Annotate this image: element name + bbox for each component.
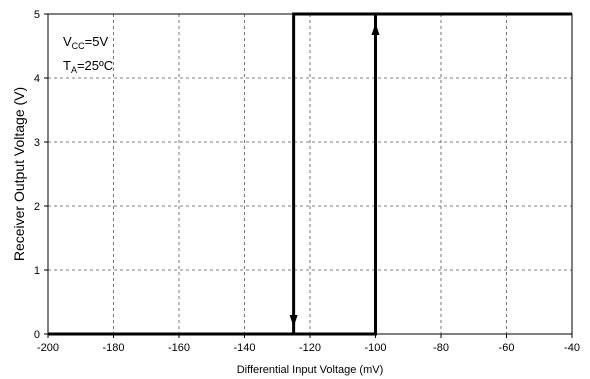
x-tick-label: -160 — [168, 342, 190, 354]
ta-annotation-sub: A — [71, 65, 77, 75]
x-tick-label: -100 — [364, 342, 386, 354]
vcc-annotation-rest: =5V — [85, 34, 109, 49]
y-tick-label: 0 — [34, 329, 40, 341]
x-tick-label: -40 — [564, 342, 580, 354]
ta-annotation-rest: =25ºC — [77, 58, 113, 73]
ta-annotation-main: T — [63, 58, 71, 73]
x-tick-label: -180 — [102, 342, 124, 354]
x-tick-label: -120 — [299, 342, 321, 354]
x-tick-label: -80 — [433, 342, 449, 354]
up-arrow-icon — [371, 23, 380, 35]
x-tick-label: -140 — [233, 342, 255, 354]
ta-annotation: TA=25ºC — [63, 58, 113, 75]
ticks: -200 -180 -160 -140 -120 -100 -80 -60 -40 0 1 2 3 4 5 — [34, 9, 580, 354]
down-arrow-icon — [289, 315, 298, 327]
vcc-annotation: VCC=5V — [63, 34, 108, 51]
vcc-annotation-main: V — [63, 34, 72, 49]
y-tick-label: 5 — [34, 9, 40, 21]
y-axis-title: Receiver Output Voltage (V) — [11, 87, 27, 261]
vcc-annotation-sub: CC — [72, 41, 85, 51]
x-tick-label: -200 — [37, 342, 59, 354]
x-axis-title: Differential Input Voltage (mV) — [237, 364, 384, 376]
y-tick-label: 2 — [34, 201, 40, 213]
y-tick-label: 4 — [34, 73, 40, 85]
x-tick-label: -60 — [499, 342, 515, 354]
y-tick-label: 1 — [34, 265, 40, 277]
y-tick-label: 3 — [34, 137, 40, 149]
